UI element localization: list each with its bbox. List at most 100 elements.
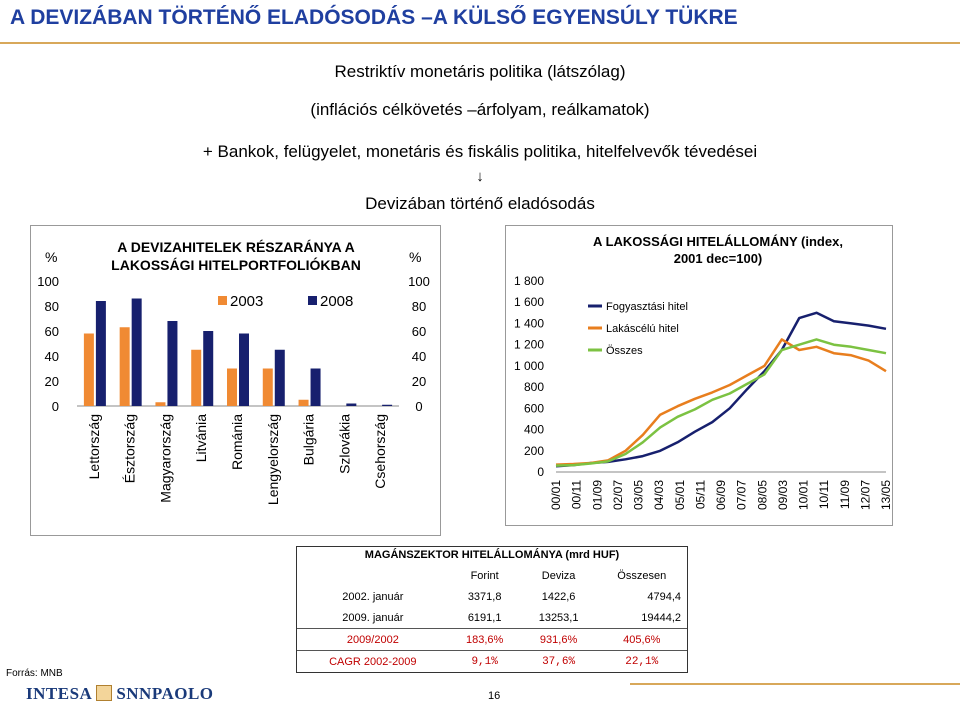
x-tick-label: 10/01 xyxy=(797,480,811,510)
line-chart: A LAKOSSÁGI HITELÁLLOMÁNY (index, 2001 de… xyxy=(514,234,893,510)
table-cell: 19444,2 xyxy=(641,611,681,624)
title-rule xyxy=(0,42,960,44)
x-tick-label: 00/11 xyxy=(570,480,584,509)
x-tick-label: 05/01 xyxy=(673,480,687,510)
table-row: 2002. január 3371,8 1422,6 4794,4 xyxy=(297,586,687,607)
bar xyxy=(239,333,249,406)
logo-right-text: SNNPAOLO xyxy=(116,684,214,703)
bar xyxy=(298,399,309,406)
bar xyxy=(382,404,393,406)
y-tick-label-right: 20 xyxy=(412,374,426,389)
x-tick-label: Szlovákia xyxy=(336,414,352,474)
page-number: 16 xyxy=(488,690,501,702)
line-restrictive-policy: Restriktív monetáris politika (látszólag… xyxy=(334,62,626,81)
line-inflation-targeting: (inflációs célkövetés –árfolyam, reálkam… xyxy=(310,100,650,119)
y-tick-label: 1 600 xyxy=(514,295,544,309)
bar xyxy=(227,368,237,406)
source-note: Forrás: MNB xyxy=(6,668,63,679)
bar-chart-title: A DEVIZAHITELEK RÉSZARÁNYA A xyxy=(117,239,355,255)
y-tick-label: 400 xyxy=(524,423,544,437)
table-header xyxy=(297,565,449,586)
legend-label: Fogyasztási hitel xyxy=(606,301,688,313)
line-chart-title: A LAKOSSÁGI HITELÁLLOMÁNY (index, xyxy=(593,234,843,249)
footer-rule xyxy=(630,683,960,685)
table-cell: 405,6% xyxy=(623,633,661,646)
bar xyxy=(83,333,94,406)
table-caption: MAGÁNSZEKTOR HITELÁLLOMÁNYA (mrd HUF) xyxy=(364,549,620,561)
table-header: Forint xyxy=(470,569,499,582)
table-cell: CAGR 2002-2009 xyxy=(329,655,417,668)
credit-stock-table: MAGÁNSZEKTOR HITELÁLLOMÁNYA (mrd HUF) Fo… xyxy=(296,546,688,673)
x-tick-label: Románia xyxy=(229,414,245,470)
x-tick-label: 07/07 xyxy=(735,480,749,510)
arrow-down-icon: ↓ xyxy=(476,168,484,185)
table-cell: 4794,4 xyxy=(647,590,681,603)
intesa-sanpaolo-logo: INTESA SNNPAOLO xyxy=(26,684,214,704)
x-tick-label: Lettország xyxy=(86,414,102,479)
y-tick-label: 1 200 xyxy=(514,338,544,352)
x-tick-label: 06/09 xyxy=(714,480,728,510)
y-tick-label: 0 xyxy=(52,399,59,414)
x-tick-label: 03/05 xyxy=(632,480,646,510)
x-tick-label: Lengyelország xyxy=(265,414,281,505)
legend-label: Összes xyxy=(606,345,643,357)
table-cell: 931,6% xyxy=(539,633,578,646)
table-cell: 183,6% xyxy=(465,633,504,646)
bar xyxy=(95,301,106,406)
table-cell: 13253,1 xyxy=(538,611,579,624)
y-tick-label: 600 xyxy=(524,401,544,415)
y-tick-label-right: 80 xyxy=(412,299,426,314)
x-tick-label: 13/05 xyxy=(879,480,892,510)
x-tick-label: Bulgária xyxy=(301,414,317,466)
legend-label: 2003 xyxy=(230,293,263,310)
bar xyxy=(262,368,273,406)
table-cell: 22,1% xyxy=(625,655,659,668)
y-tick-label: 1 800 xyxy=(514,274,544,288)
table-cell: 6191,1 xyxy=(467,611,502,624)
y-tick-label: 0 xyxy=(537,465,544,479)
y-tick-label-right: 0 xyxy=(415,399,422,414)
table-cell: 37,6% xyxy=(542,655,576,668)
logo-left-text: INTESA xyxy=(26,684,93,703)
table-header: Deviza xyxy=(541,569,576,582)
x-tick-label: 01/09 xyxy=(590,480,604,510)
table-cell: 2009. január xyxy=(342,611,404,624)
bar xyxy=(131,298,142,406)
x-tick-label: 02/07 xyxy=(611,480,625,510)
x-tick-label: Litvánia xyxy=(193,414,209,462)
table-row: CAGR 2002-2009 9,1% 37,6% 22,1% xyxy=(297,650,687,673)
bar xyxy=(203,331,214,406)
slide-title: A DEVIZÁBAN TÖRTÉNŐ ELADÓSODÁS –A KÜLSŐ … xyxy=(10,6,738,29)
x-tick-label: 08/05 xyxy=(755,480,769,510)
bar xyxy=(119,327,130,406)
table-cell: 2009/2002 xyxy=(346,633,399,646)
bar xyxy=(310,368,321,406)
y-tick-label: 80 xyxy=(45,299,59,314)
y-tick-label: 60 xyxy=(45,324,59,339)
legend-label: Lakáscélú hitel xyxy=(606,323,679,335)
y-tick-label-right: 100 xyxy=(408,274,430,289)
table-cell: 3371,8 xyxy=(467,590,502,603)
table-row: 2009. január 6191,1 13253,1 19444,2 xyxy=(297,607,687,629)
y-tick-label: 40 xyxy=(45,349,59,364)
x-tick-label: 00/01 xyxy=(549,480,563,510)
y-tick-label-right: 40 xyxy=(412,349,426,364)
bar xyxy=(346,403,357,406)
y-tick-label: 1 400 xyxy=(514,316,544,330)
y-tick-label: 1 000 xyxy=(514,359,544,373)
legend-swatch xyxy=(308,296,317,305)
x-tick-label: Magyarország xyxy=(157,414,173,503)
table-cell: 1422,6 xyxy=(541,590,576,603)
x-tick-label: 04/03 xyxy=(652,480,666,510)
x-tick-label: Csehország xyxy=(372,414,388,489)
line-chart-title: 2001 dec=100) xyxy=(674,251,763,266)
line-banks-supervision: + Bankok, felügyelet, monetáris és fiská… xyxy=(202,142,758,161)
bar xyxy=(191,349,202,406)
y-tick-label: 800 xyxy=(524,380,544,394)
series-line xyxy=(555,338,887,466)
y-tick-label: 200 xyxy=(524,444,544,458)
y-tick-label-right: 60 xyxy=(412,324,426,339)
bar xyxy=(167,321,178,406)
table-cell: 2002. január xyxy=(342,590,404,603)
